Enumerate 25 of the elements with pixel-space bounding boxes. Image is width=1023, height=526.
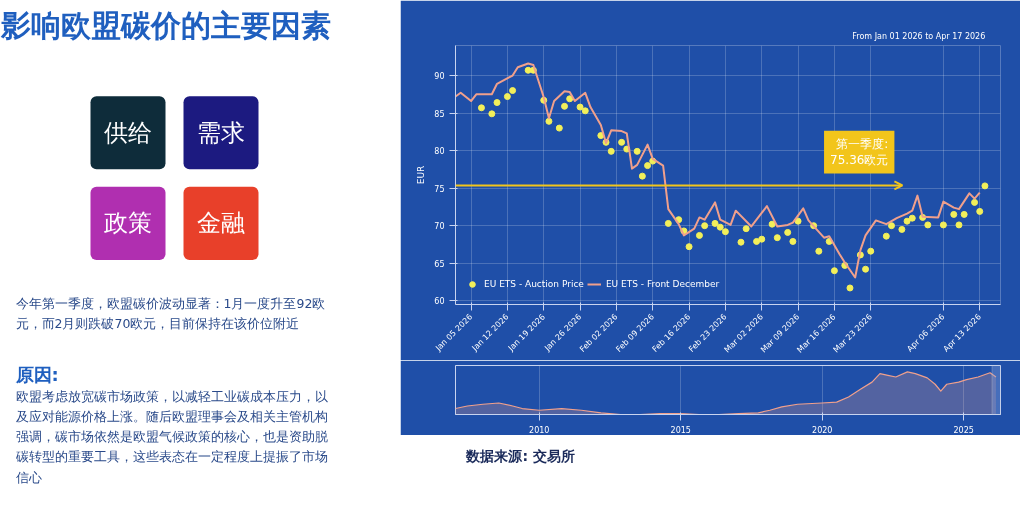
text: 今年第一季度，欧盟碳价波动显著：1月一度升至92欧元，而2月则跌破70欧元，目前保持在该价位附近 xyxy=(15,295,326,332)
y-tick-label: 85 xyxy=(434,109,445,119)
text: 原因: xyxy=(14,364,59,386)
legend-label: EU ETS - Front December xyxy=(605,279,720,289)
category-label: 供给 xyxy=(104,118,152,147)
ref-line-label: 第一季度: 75.36欧元 xyxy=(830,136,889,168)
category-label: 金融 xyxy=(197,209,245,238)
y-tick-label: 90 xyxy=(434,72,445,82)
y-tick-label: 70 xyxy=(434,222,445,232)
legend-label: EU ETS - Auction Price xyxy=(484,279,584,289)
x-tick-label: 2015 xyxy=(670,425,691,435)
text: 欧盟考虑放宽碳市场政策，以减轻工业碳成本压力，以及应对能源价格上涨。随后欧盟理事会及相关主管机构强调，碳市场依然是欧盟气候政策的核心，也是资助脱碳转型的重要工具，这些表态在一定程度上提振了市场信心 xyxy=(14,388,328,485)
y-tick-label: 65 xyxy=(434,259,445,269)
text: 影响欧盟碳价的主要因素 xyxy=(0,7,331,43)
x-tick-label: 2020 xyxy=(812,425,833,435)
y-tick-label: 75 xyxy=(434,184,445,194)
y-axis-title: EUR xyxy=(416,165,427,185)
source-note: 数据来源: 交易所 xyxy=(465,447,575,464)
y-tick-label: 80 xyxy=(434,147,445,157)
category-label: 需求 xyxy=(197,118,245,147)
x-tick-label: 2025 xyxy=(953,425,974,435)
chart-subtitle: From Jan 01 2026 to Apr 17 2026 xyxy=(852,31,986,41)
category-label: 政策 xyxy=(104,209,152,238)
x-tick-label: 2010 xyxy=(529,425,550,435)
y-tick-label: 60 xyxy=(434,297,445,307)
